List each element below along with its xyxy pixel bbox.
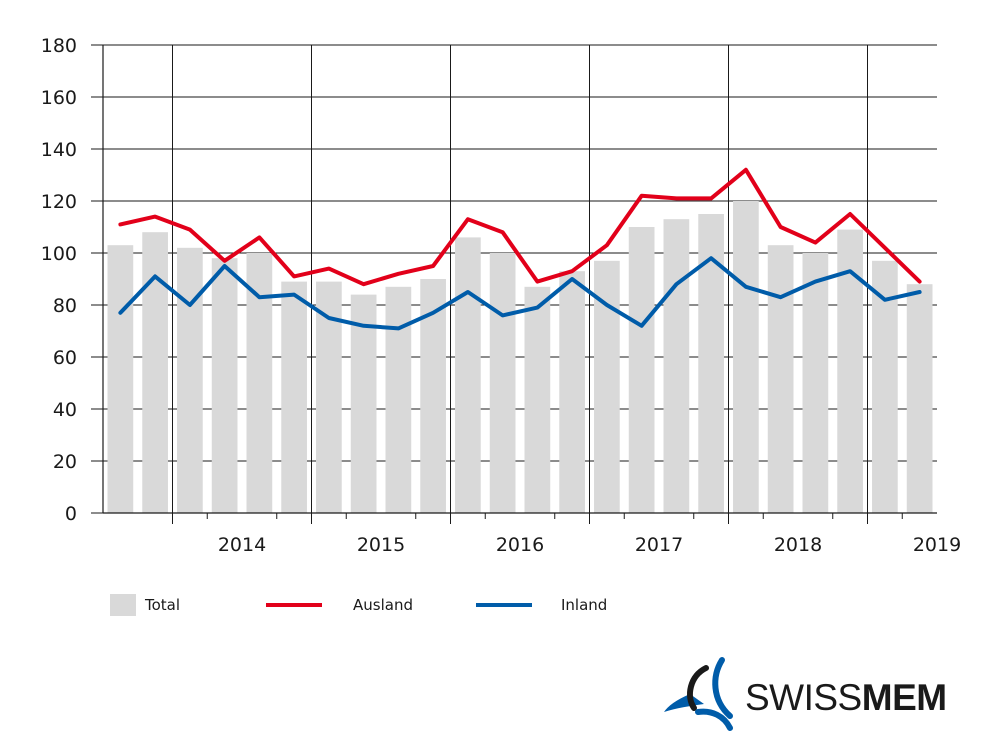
line-ausland — [118, 167, 922, 287]
legend-swatch-total — [110, 594, 136, 616]
bar-total — [628, 227, 655, 513]
bar-total — [906, 284, 933, 513]
y-tick-label: 0 — [65, 503, 77, 525]
bar-total — [733, 201, 759, 513]
y-tick-label: 160 — [41, 87, 77, 109]
y-tick-label: 100 — [41, 243, 77, 265]
logo-swoosh-icon — [664, 694, 704, 712]
y-tick-label: 140 — [41, 139, 77, 161]
bar-total — [177, 247, 203, 514]
line-inland — [118, 256, 922, 331]
bar-total — [767, 245, 794, 513]
y-tick-label: 20 — [53, 451, 77, 473]
x-tick-label: 2016 — [496, 534, 544, 556]
bars — [107, 201, 933, 514]
logo-wordmark-light: SWISS — [745, 677, 862, 718]
x-tick-label: 2019 — [913, 534, 961, 556]
bar-total — [281, 281, 307, 513]
bar-total — [524, 286, 551, 513]
y-tick-label: 180 — [41, 35, 77, 57]
bar-total — [246, 253, 273, 513]
logo-arc-right-icon — [712, 657, 733, 719]
x-tick-label: 2014 — [218, 534, 266, 556]
bar-total — [872, 260, 898, 513]
swissmem-logo: SWISSMEM — [664, 657, 947, 731]
y-tick-label: 40 — [53, 399, 77, 421]
legend-label-inland: Inland — [561, 596, 607, 614]
legend: Total Ausland Inland — [110, 594, 607, 616]
bar-total — [559, 271, 585, 513]
y-tick-label: 120 — [41, 191, 77, 213]
bar-total — [663, 219, 690, 513]
bar-total — [455, 237, 481, 513]
logo-wordmark-bold: MEM — [862, 677, 947, 718]
legend-label-total: Total — [144, 596, 180, 614]
x-tick-label: 2017 — [635, 534, 683, 556]
bar-total — [489, 253, 516, 513]
plot-frame — [102, 45, 937, 514]
bar-total — [350, 294, 377, 513]
bar-total — [211, 258, 238, 513]
x-tick-label: 2015 — [357, 534, 405, 556]
bar-total — [385, 286, 412, 513]
bar-total — [107, 245, 134, 513]
x-axis: 2014 2015 2016 2017 2018 2019 — [172, 513, 961, 556]
bar-total — [142, 232, 168, 513]
legend-label-ausland: Ausland — [353, 596, 413, 614]
y-tick-label: 80 — [53, 295, 77, 317]
logo-hook-icon — [695, 708, 733, 731]
y-tick-label: 60 — [53, 347, 77, 369]
logo-arc-left-icon — [687, 665, 709, 711]
lines — [118, 167, 922, 331]
y-axis: 0 20 40 60 80 100 120 140 160 180 — [41, 35, 77, 525]
bar-total — [802, 253, 829, 513]
x-tick-label: 2018 — [774, 534, 822, 556]
logo-wordmark: SWISSMEM — [745, 677, 947, 718]
